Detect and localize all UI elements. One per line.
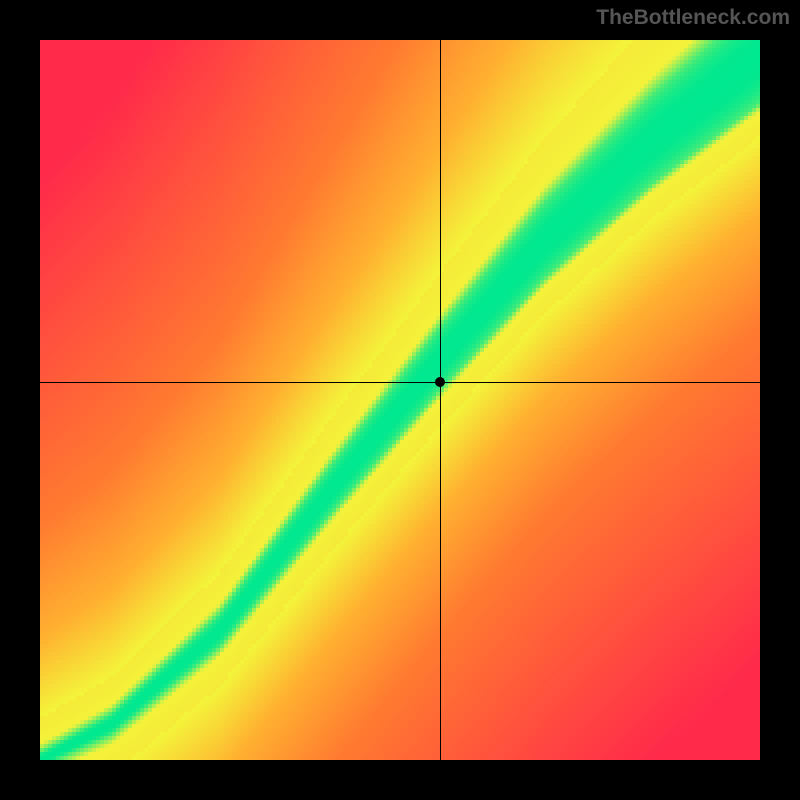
crosshair-vertical bbox=[440, 40, 441, 760]
heatmap-canvas bbox=[40, 40, 760, 760]
crosshair-horizontal bbox=[40, 382, 760, 383]
heatmap-plot bbox=[40, 40, 760, 760]
watermark-text: TheBottleneck.com bbox=[596, 6, 790, 30]
crosshair-marker bbox=[435, 377, 445, 387]
